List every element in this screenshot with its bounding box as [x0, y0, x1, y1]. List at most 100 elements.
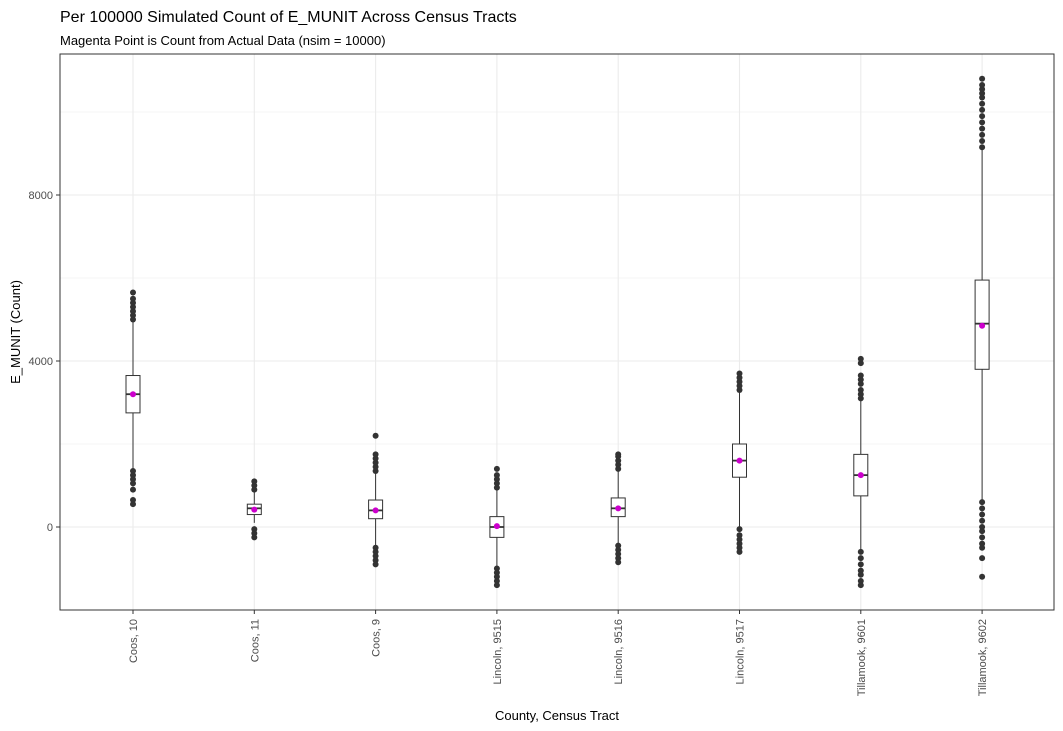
outlier-point: [130, 480, 136, 487]
outlier-point: [979, 119, 986, 126]
y-tick-label: 4000: [29, 356, 53, 368]
outlier-point: [979, 528, 986, 535]
outlier-point: [979, 511, 986, 518]
y-axis: 0 4000 8000: [29, 190, 60, 534]
x-tick-label: Coos, 11: [249, 619, 261, 662]
outlier-point: [130, 304, 136, 311]
outlier-point: [736, 526, 743, 533]
outlier-point: [979, 86, 986, 93]
outlier-point: [372, 544, 379, 551]
outlier-point: [615, 457, 622, 464]
outlier-point: [979, 75, 986, 82]
outlier-point: [979, 499, 986, 506]
outlier-point: [979, 505, 986, 512]
outlier-point: [372, 561, 379, 568]
box-group: [610, 451, 626, 566]
outlier-point: [493, 582, 500, 589]
outlier-point: [130, 312, 136, 319]
outlier-point: [251, 478, 258, 485]
outlier-point: [615, 555, 622, 562]
outlier-point: [372, 557, 379, 564]
outlier-point: [736, 387, 743, 394]
chart-subtitle: Magenta Point is Count from Actual Data …: [60, 33, 386, 48]
outlier-point: [736, 374, 743, 381]
outlier-point: [615, 542, 622, 549]
outlier-point: [130, 316, 136, 323]
outlier-point: [130, 308, 136, 315]
outlier-point: [130, 472, 136, 479]
outlier-point: [979, 555, 986, 562]
outlier-point: [615, 546, 622, 553]
outlier-point: [615, 550, 622, 557]
x-tick-label: Coos, 10: [128, 619, 140, 663]
outlier-point: [857, 355, 864, 362]
outlier-point: [615, 559, 622, 566]
outlier-point: [979, 524, 986, 530]
outlier-point: [979, 144, 986, 151]
outlier-point: [493, 565, 500, 572]
grid: [60, 54, 1054, 611]
y-tick-label: 8000: [29, 190, 53, 202]
outlier-point: [251, 486, 258, 493]
outlier-point: [251, 530, 258, 537]
outlier-point: [857, 360, 864, 367]
outlier-point: [130, 501, 136, 508]
actual-point: [979, 322, 986, 329]
outlier-point: [736, 382, 743, 389]
outlier-point: [372, 455, 379, 462]
outlier-point: [130, 497, 136, 504]
box-group: [368, 432, 384, 568]
outlier-point: [493, 476, 500, 483]
outlier-point: [979, 573, 986, 580]
outlier-point: [857, 376, 864, 383]
outlier-point: [493, 465, 500, 472]
outlier-point: [736, 536, 743, 543]
box-group: [732, 370, 747, 555]
outlier-point: [251, 526, 258, 533]
actual-point: [736, 457, 743, 464]
outlier-point: [857, 561, 864, 568]
box-group: [489, 465, 505, 589]
outlier-point: [979, 544, 986, 551]
actual-point: [130, 391, 136, 398]
outlier-point: [979, 517, 986, 524]
chart-title: Per 100000 Simulated Count of E_MUNIT Ac…: [60, 9, 517, 26]
outlier-point: [857, 387, 864, 394]
outlier-point: [857, 571, 864, 578]
outlier-point: [979, 106, 986, 113]
panel-border: [59, 53, 1055, 611]
x-tick-label: Lincoln, 9515: [492, 619, 504, 684]
outlier-point: [979, 113, 986, 120]
x-tick-label: Tillamook, 9601: [856, 619, 868, 696]
actual-point: [372, 507, 379, 514]
outlier-point: [979, 100, 986, 107]
outlier-point: [493, 569, 500, 576]
x-tick-label: Tillamook, 9602: [977, 619, 989, 696]
actual-point: [251, 506, 258, 513]
y-axis-title: E_MUNIT (Count): [8, 280, 23, 384]
outlier-point: [979, 540, 986, 547]
outlier-point: [857, 555, 864, 562]
actual-point: [857, 472, 864, 479]
outlier-point: [857, 582, 864, 589]
outlier-point: [130, 476, 136, 483]
outlier-point: [857, 567, 864, 574]
box-group: [974, 75, 990, 580]
x-tick-label: Coos, 9: [371, 619, 383, 657]
outlier-point: [493, 480, 500, 487]
outlier-point: [615, 461, 622, 468]
box-group: [246, 478, 262, 541]
outlier-point: [857, 548, 864, 555]
outlier-point: [857, 372, 864, 379]
outlier-point: [736, 370, 743, 377]
outlier-point: [130, 295, 136, 302]
actual-point: [615, 505, 622, 512]
box-group: [853, 355, 869, 589]
outlier-point: [372, 432, 379, 439]
outlier-point: [130, 289, 136, 296]
outlier-point: [979, 138, 986, 145]
outlier-point: [493, 472, 500, 479]
outlier-point: [615, 465, 622, 472]
outlier-point: [251, 482, 258, 489]
